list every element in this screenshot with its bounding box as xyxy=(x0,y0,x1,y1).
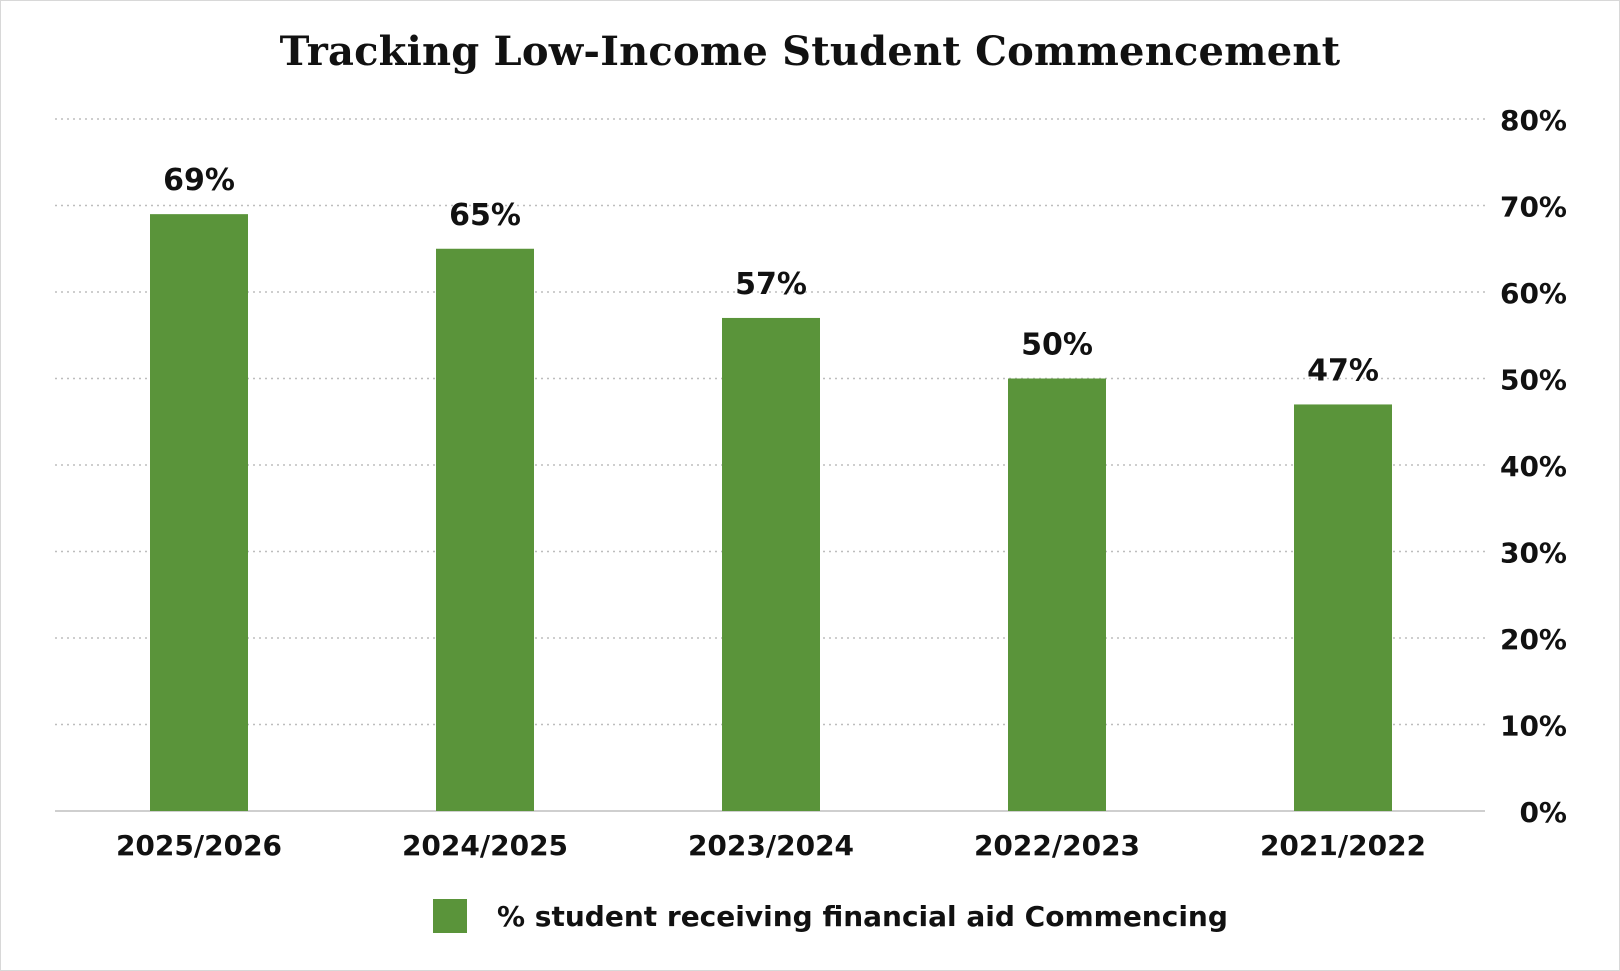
chart-legend: % student receiving financial aid Commen… xyxy=(433,898,1228,934)
data-label: 57% xyxy=(735,267,807,302)
chart-title: Tracking Low-Income Student Commencement xyxy=(279,28,1341,75)
y-tick-label: 70% xyxy=(1500,191,1567,224)
data-label: 65% xyxy=(449,198,521,233)
y-tick-label: 80% xyxy=(1500,104,1567,137)
data-label: 47% xyxy=(1307,353,1379,388)
y-tick-label: 20% xyxy=(1500,623,1567,656)
y-tick-label: 40% xyxy=(1500,450,1567,483)
x-tick-label: 2022/2023 xyxy=(974,829,1140,862)
bar xyxy=(1294,404,1392,811)
x-tick-label: 2023/2024 xyxy=(688,829,854,862)
legend-label: % student receiving financial aid Commen… xyxy=(497,899,1228,933)
y-tick-label: 60% xyxy=(1500,277,1567,310)
y-tick-label: 50% xyxy=(1500,364,1567,397)
x-tick-label: 2025/2026 xyxy=(116,829,282,862)
legend-swatch xyxy=(433,899,467,933)
bar xyxy=(722,317,820,811)
data-label: 50% xyxy=(1021,328,1093,363)
data-label: 69% xyxy=(163,163,235,198)
y-tick-label: 30% xyxy=(1500,537,1567,570)
bar xyxy=(150,214,248,811)
x-tick-label: 2021/2022 xyxy=(1260,829,1426,862)
bar xyxy=(1008,378,1106,811)
x-tick-label: 2024/2025 xyxy=(402,829,568,862)
y-tick-label: 10% xyxy=(1500,710,1567,743)
y-tick-label: 0% xyxy=(1519,796,1567,829)
bar xyxy=(436,248,534,811)
